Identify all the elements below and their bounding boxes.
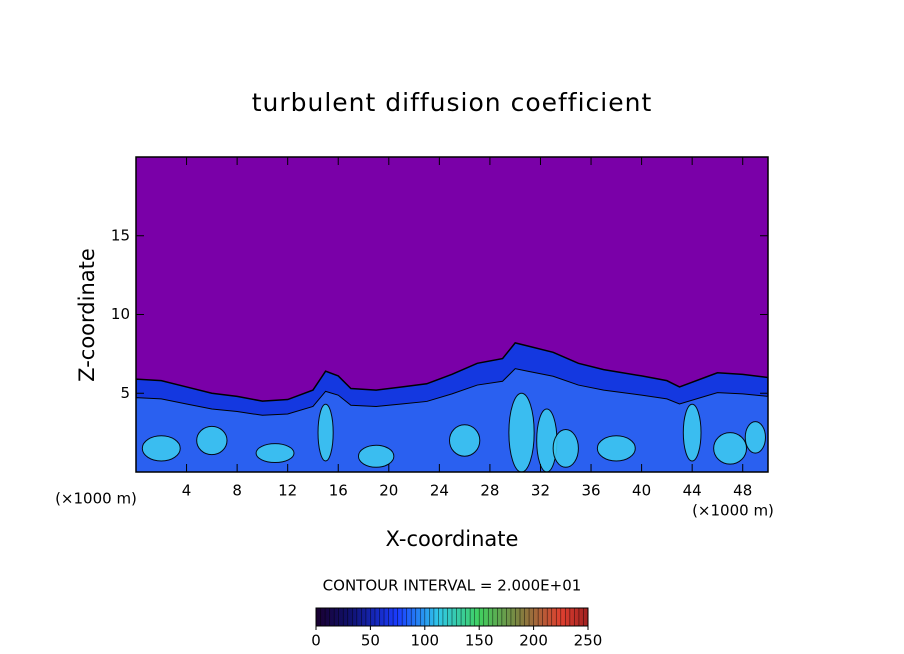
y-tick-label: 10 (111, 305, 130, 323)
colorbar-ticks: 0 50 100 150 200 250 (311, 608, 602, 650)
x-tick-label: 12 (278, 482, 297, 500)
contour-interval: CONTOUR INTERVAL = 2.000E+01 (323, 577, 582, 595)
colorbar-tick-label: 250 (574, 632, 603, 650)
high-diffusion-patch (448, 424, 481, 457)
x-tick-label: 28 (480, 482, 499, 500)
chart-title: turbulent diffusion coefficient (252, 88, 653, 117)
high-diffusion-patch (196, 425, 228, 456)
colorbar-tick-label: 100 (410, 632, 439, 650)
colorbar-tick-label: 50 (361, 632, 380, 650)
high-diffusion-patch (596, 435, 636, 462)
x-unit: (×1000 m) (692, 502, 774, 520)
x-tick-label: 36 (581, 482, 600, 500)
x-tick-label: 24 (430, 482, 449, 500)
x-tick-label: 4 (182, 482, 192, 500)
y-axis-label: Z-coordinate (75, 248, 99, 382)
x-tick-label: 40 (632, 482, 651, 500)
y-tick-label: 15 (111, 226, 130, 244)
colorbar-tick-label: 200 (519, 632, 548, 650)
high-diffusion-patch (317, 403, 334, 462)
y-tick-label: 5 (120, 384, 130, 402)
high-diffusion-patch (141, 435, 181, 462)
contour-field (136, 342, 768, 472)
x-tick-label: 32 (531, 482, 550, 500)
y-unit: (×1000 m) (55, 490, 137, 508)
colorbar-tick-label: 150 (465, 632, 494, 650)
colorbar-tick-label: 0 (311, 632, 321, 650)
x-tick-label: 20 (379, 482, 398, 500)
high-diffusion-patch (744, 421, 766, 454)
high-diffusion-patch (682, 403, 702, 462)
high-diffusion-patch (713, 432, 748, 465)
x-tick-label: 16 (329, 482, 348, 500)
x-tick-label: 8 (232, 482, 242, 500)
high-diffusion-patch (255, 443, 295, 464)
x-axis-label: X-coordinate (386, 527, 519, 551)
high-diffusion-patch (357, 444, 395, 468)
x-tick-label: 48 (733, 482, 752, 500)
high-diffusion-patch (552, 428, 579, 468)
x-tick-label: 44 (683, 482, 702, 500)
high-diffusion-patch (508, 392, 535, 472)
